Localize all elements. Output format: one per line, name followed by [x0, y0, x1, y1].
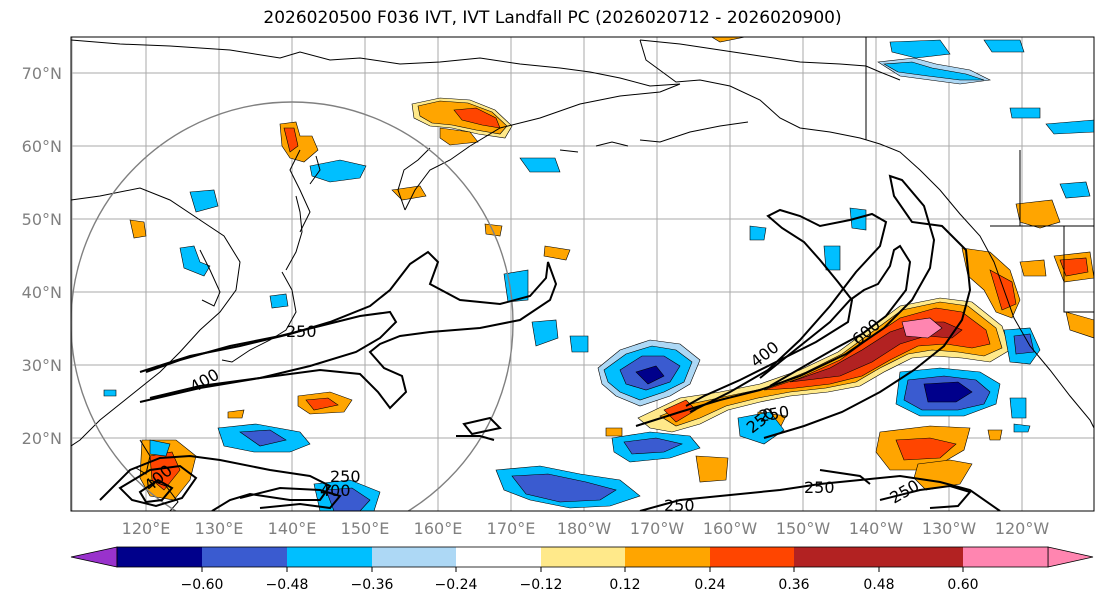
coastlines — [71, 37, 1094, 511]
lon-label: 130°E — [195, 519, 244, 538]
lon-label: 120°W — [995, 519, 1050, 538]
colorbar-segment — [879, 547, 963, 567]
lat-label: 60°N — [22, 137, 62, 156]
colorbar-segment — [202, 547, 287, 567]
colorbar-extend-min — [70, 546, 118, 568]
lat-label: 40°N — [22, 283, 62, 302]
contour-label: 400 — [747, 337, 783, 371]
colorbar-segment — [456, 547, 541, 567]
colorbar-segment — [372, 547, 456, 567]
contour-label: 400 — [320, 481, 351, 500]
colorbar-label: −0.48 — [266, 577, 309, 593]
longitude-labels: 120°E 130°E 140°E 150°E 160°E 170°E 180°… — [122, 519, 1050, 538]
colorbar-label: −0.60 — [181, 577, 224, 593]
map-title: 2026020500 F036 IVT, IVT Landfall PC (20… — [263, 8, 842, 28]
lon-label: 140°E — [268, 519, 317, 538]
colorbar-segment — [710, 547, 794, 567]
colorbar-label: 0.12 — [609, 577, 640, 593]
ivt-anomaly-fills — [103, 37, 1094, 511]
map-area: 250 400 400 400 600 250 250 400 250 250 … — [71, 37, 1094, 515]
colorbar-extend-max — [1047, 546, 1094, 568]
colorbar-segment — [625, 547, 710, 567]
graticule — [71, 37, 1094, 511]
lon-label: 160°E — [414, 519, 463, 538]
colorbar-label: −0.12 — [520, 577, 563, 593]
colorbar-label: 0.36 — [778, 577, 809, 593]
colorbar-label: −0.24 — [435, 577, 478, 593]
latitude-labels: 70°N 60°N 50°N 40°N 30°N 20°N — [22, 64, 62, 448]
lon-label: 170°W — [630, 519, 685, 538]
contour-label: 250 — [286, 322, 317, 341]
lon-label: 140°W — [849, 519, 904, 538]
lon-label: 120°E — [122, 519, 171, 538]
map-frame — [70, 36, 1095, 512]
colorbar-segment — [287, 547, 372, 567]
contour-label: 250 — [330, 467, 361, 486]
colorbar: −0.60 −0.48 −0.36 −0.24 −0.12 0.12 0.24 … — [70, 546, 1094, 593]
contour-label: 250 — [804, 478, 835, 497]
landfall-region-circle — [71, 101, 514, 511]
lon-label: 150°E — [341, 519, 390, 538]
lat-label: 30°N — [22, 356, 62, 375]
colorbar-segment — [117, 547, 202, 567]
colorbar-outline — [116, 546, 1049, 568]
colorbar-segment — [794, 547, 879, 567]
colorbar-segment — [541, 547, 625, 567]
lat-label: 70°N — [22, 64, 62, 83]
lon-label: 170°E — [487, 519, 536, 538]
contour-label: 250 — [757, 402, 790, 426]
colorbar-segment — [963, 547, 1048, 567]
lat-label: 50°N — [22, 210, 62, 229]
ivt-contours — [99, 174, 1001, 511]
contour-label: 400 — [187, 365, 223, 397]
lon-label: 160°W — [703, 519, 758, 538]
lat-label: 20°N — [22, 429, 62, 448]
lon-label: 130°W — [922, 519, 977, 538]
contour-label: 250 — [664, 496, 695, 515]
lon-label: 180°W — [557, 519, 612, 538]
colorbar-label: 0.60 — [947, 577, 978, 593]
colorbar-label: 0.24 — [694, 577, 725, 593]
lon-label: 150°W — [776, 519, 831, 538]
colorbar-label: 0.48 — [863, 577, 894, 593]
colorbar-label: −0.36 — [351, 577, 394, 593]
